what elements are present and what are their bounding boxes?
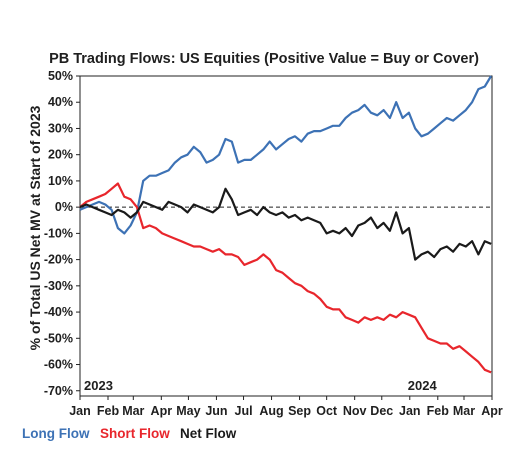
y-tick-label: -60%: [44, 358, 73, 372]
y-tick-label: 40%: [48, 95, 73, 109]
x-axis-ticks: Jan Feb Mar Apr May Jun Jul Aug Sep Oct Nov Dec Jan F…: [69, 396, 503, 418]
chart-title: PB Trading Flows: US Equities (Positive …: [49, 51, 479, 67]
x-tick-label: Dec: [370, 404, 393, 418]
y-tick-label: 0%: [55, 200, 73, 214]
x-tick-label: May: [176, 404, 200, 418]
plot-area: 50% 40% 30% 20% 10% 0% -10% -20% -30% -40% -50% -60…: [44, 69, 503, 418]
y-tick-label: -30%: [44, 279, 73, 293]
legend-long-flow: Long Flow: [22, 426, 90, 441]
series-line-net-flow: [79, 187, 492, 261]
x-tick-label: Jun: [205, 404, 227, 418]
year-label-2024: 2024: [408, 378, 438, 393]
x-tick-label: Jan: [399, 404, 421, 418]
y-tick-label: 20%: [48, 148, 73, 162]
x-tick-label: Mar: [453, 404, 475, 418]
x-tick-label: Sep: [288, 404, 311, 418]
y-tick-label: -10%: [44, 226, 73, 240]
y-tick-label: 30%: [48, 121, 73, 135]
y-tick-label: -40%: [44, 305, 73, 319]
x-tick-label: Feb: [97, 404, 120, 418]
series-line-long-flow: [79, 75, 493, 235]
plot-frame: [79, 75, 493, 397]
series-line-short-flow: [79, 182, 492, 374]
y-tick-label: -50%: [44, 331, 73, 345]
y-tick-label: 50%: [48, 69, 73, 83]
legend-short-flow: Short Flow: [100, 426, 170, 441]
x-tick-label: Mar: [122, 404, 144, 418]
y-tick-label: -70%: [44, 384, 73, 398]
x-tick-label: Nov: [343, 404, 367, 418]
y-axis-label: % of Total US Net MV at Start of 2023: [27, 105, 43, 350]
x-tick-label: Feb: [427, 404, 450, 418]
x-tick-label: Jul: [235, 404, 253, 418]
year-label-2023: 2023: [84, 378, 113, 393]
legend: Long Flow Short Flow Net Flow: [22, 426, 237, 441]
x-tick-label: Apr: [151, 404, 173, 418]
y-tick-label: 10%: [48, 174, 73, 188]
x-tick-label: Apr: [481, 404, 503, 418]
x-tick-label: Oct: [316, 404, 338, 418]
x-tick-label: Jan: [69, 404, 91, 418]
series-lines: [79, 75, 493, 374]
x-tick-label: Aug: [259, 404, 283, 418]
y-axis-ticks: 50% 40% 30% 20% 10% 0% -10% -20% -30% -40% -50% -60…: [44, 69, 80, 398]
legend-net-flow: Net Flow: [180, 426, 237, 441]
y-tick-label: -20%: [44, 253, 73, 267]
